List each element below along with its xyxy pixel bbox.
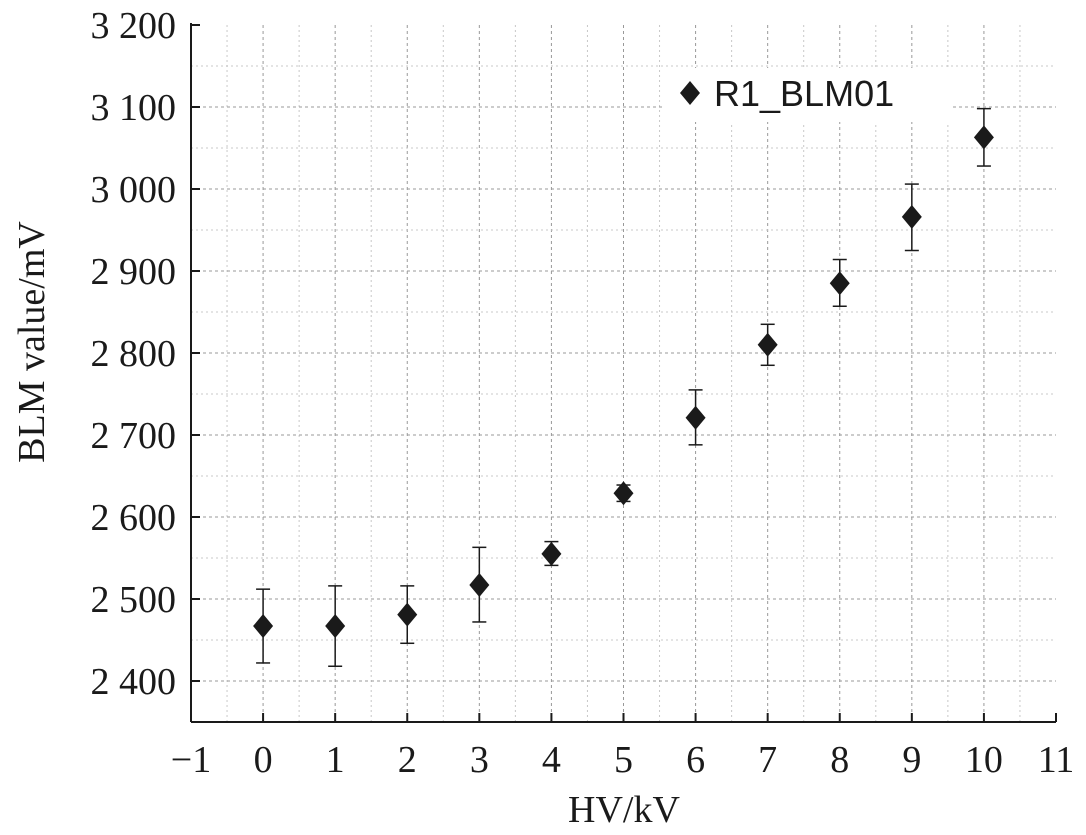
data-points: [253, 107, 994, 667]
data-point: [397, 602, 418, 627]
y-tick-label: 3 000: [91, 169, 177, 211]
axes: [190, 23, 1057, 723]
y-axis-title: BLM value/mV: [11, 221, 53, 463]
x-tick-label: 4: [542, 739, 561, 781]
x-tick-label: 5: [614, 739, 633, 781]
legend-background: [662, 68, 950, 122]
x-tick-label: 2: [398, 739, 417, 781]
data-point: [973, 125, 994, 150]
tick-labels: −1 0 1 2 3 4 5 6 7 8 9 10 11 2 400 2 500 2 600 2 700 2 80…: [91, 5, 1075, 781]
x-tick-label: 0: [254, 739, 273, 781]
data-point: [757, 332, 778, 357]
y-tick-label: 2 400: [91, 661, 177, 703]
x-tick-label: 3: [470, 739, 489, 781]
data-point: [829, 271, 850, 296]
data-point: [613, 481, 634, 506]
x-tick-label: −1: [171, 739, 211, 781]
y-tick-label: 2 500: [91, 579, 177, 621]
y-tick-label: 2 800: [91, 333, 177, 375]
data-point: [685, 405, 706, 430]
data-point: [253, 614, 274, 639]
data-point: [901, 204, 922, 229]
data-point: [541, 541, 562, 566]
data-point: [469, 573, 490, 598]
x-tick-label: 8: [830, 739, 849, 781]
legend: R1_BLM01: [662, 68, 950, 122]
grid: [191, 25, 1056, 723]
legend-marker: [680, 81, 700, 105]
y-tick-label: 3 200: [91, 5, 177, 47]
x-tick-label: 9: [902, 739, 921, 781]
y-tick-label: 2 900: [91, 251, 177, 293]
x-axis-title: HV/kV: [568, 789, 680, 831]
y-tick-label: 2 600: [91, 497, 177, 539]
data-point: [325, 614, 346, 639]
x-tick-label: 10: [965, 739, 1003, 781]
x-tick-label: 11: [1038, 739, 1075, 781]
y-tick-label: 2 700: [91, 415, 177, 457]
x-tick-label: 7: [758, 739, 777, 781]
legend-label: R1_BLM01: [714, 73, 894, 114]
y-tick-label: 3 100: [91, 87, 177, 129]
x-tick-label: 6: [686, 739, 705, 781]
x-tick-label: 1: [326, 739, 345, 781]
